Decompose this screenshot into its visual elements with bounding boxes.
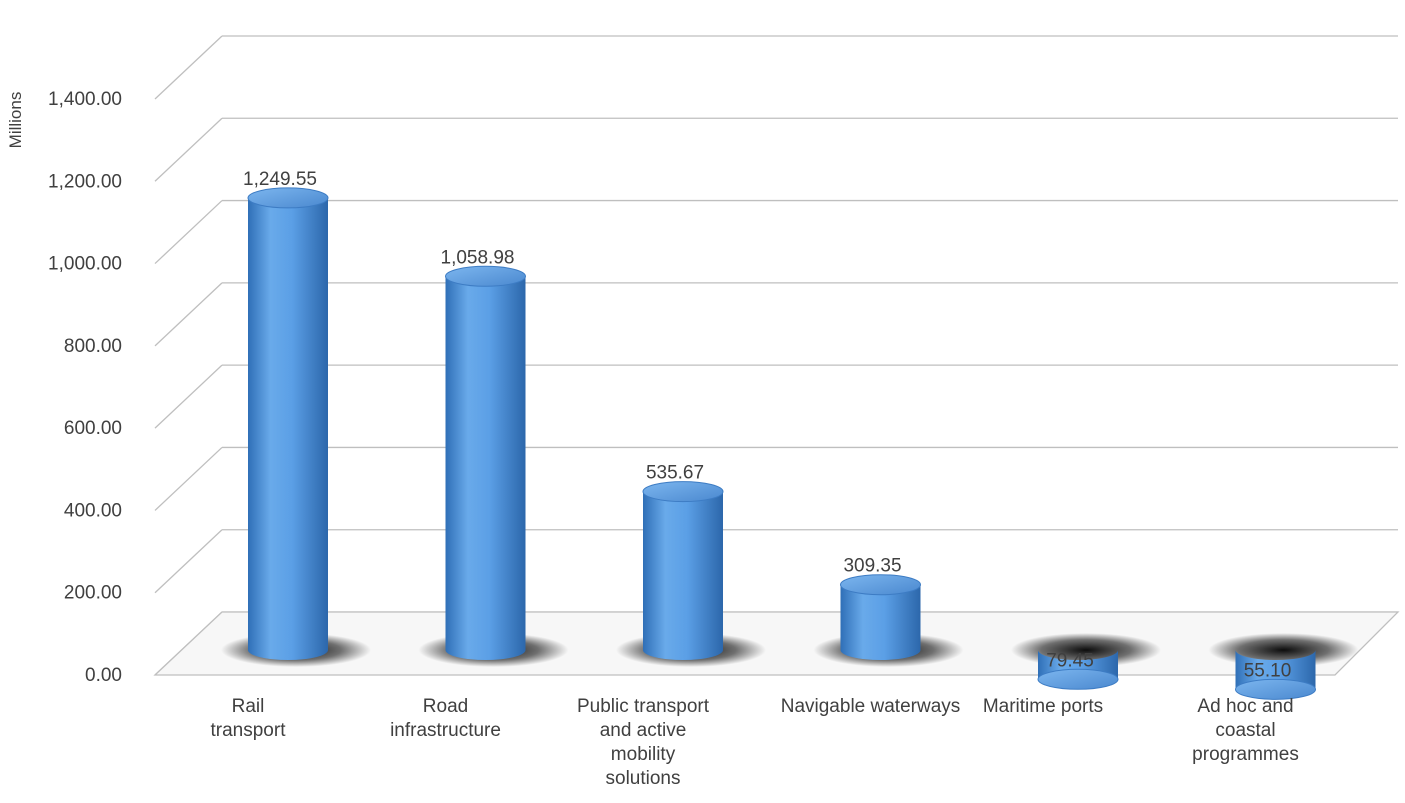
data-label: 79.45 — [1046, 650, 1094, 671]
y-tick-label: 1,400.00 — [48, 89, 122, 110]
x-category-line: Rail — [232, 696, 265, 717]
x-category-label: Ad hoc and coastal programmes — [1192, 696, 1299, 765]
x-category-label: Rail transport — [211, 696, 287, 741]
data-label: 1,249.55 — [243, 169, 317, 190]
x-category-line: Road — [423, 696, 468, 717]
x-category-line: and active — [600, 720, 687, 741]
bar — [1037, 650, 1119, 690]
x-category-line: Public transport — [577, 696, 710, 717]
data-label: 535.67 — [646, 463, 704, 484]
bars — [247, 187, 1316, 700]
x-category-label: Maritime ports — [983, 696, 1103, 717]
data-labels: 1,249.55 1,058.98 535.67 309.35 79.45 55.10 — [243, 169, 1291, 681]
x-category-line: Navigable waterways — [781, 696, 961, 717]
x-axis-categories: Rail transport Road infrastructure Public tr… — [211, 696, 1299, 789]
bar — [642, 481, 724, 660]
x-category-line: solutions — [606, 768, 681, 789]
data-label: 309.35 — [843, 556, 901, 577]
y-tick-label: 800.00 — [64, 336, 122, 357]
y-tick-label: 1,000.00 — [48, 254, 122, 275]
bar-top — [840, 574, 921, 596]
y-tick-label: 0.00 — [85, 665, 122, 686]
bar-top — [1037, 668, 1119, 690]
x-category-line: Ad hoc and — [1197, 696, 1293, 717]
bar-top — [247, 187, 329, 209]
bar — [445, 265, 526, 660]
gridlines — [153, 35, 1400, 676]
bar-top — [445, 265, 526, 287]
bar-top — [642, 481, 724, 503]
x-category-label: Road infrastructure — [390, 696, 501, 741]
bar-body — [248, 197, 328, 660]
y-tick-label: 400.00 — [64, 500, 122, 521]
x-category-label: Public transport and active mobility soluti… — [577, 696, 710, 789]
gridline-diagonal — [154, 117, 223, 182]
y-tick-label: 600.00 — [64, 418, 122, 439]
gridline-diagonal — [154, 446, 223, 511]
x-category-line: programmes — [1192, 744, 1299, 765]
x-category-line: coastal — [1215, 720, 1275, 741]
gridline-diagonal — [154, 282, 223, 347]
y-axis-title: Millions — [6, 92, 25, 149]
bar — [840, 574, 921, 660]
bar-body — [643, 491, 723, 660]
y-axis: 0.00 200.00 400.00 600.00 800.00 1,000.00 1,20… — [48, 89, 122, 686]
bar-top — [1235, 678, 1316, 700]
x-category-line: Maritime ports — [983, 696, 1103, 717]
data-label: 55.10 — [1244, 660, 1292, 681]
x-category-line: transport — [211, 720, 287, 741]
y-tick-label: 1,200.00 — [48, 171, 122, 192]
bar-body — [840, 584, 921, 660]
y-tick-label: 200.00 — [64, 583, 122, 604]
gridline-diagonal — [154, 529, 223, 594]
x-category-line: infrastructure — [390, 720, 501, 741]
bar — [247, 187, 329, 660]
gridline-diagonal — [154, 364, 223, 429]
x-category-line: mobility — [611, 744, 676, 765]
bar-body — [445, 276, 526, 660]
gridline-diagonal — [154, 200, 223, 265]
bar-body — [1235, 650, 1316, 690]
data-label: 1,058.98 — [441, 247, 515, 268]
x-category-label: Navigable waterways — [781, 696, 961, 717]
bar — [1235, 650, 1316, 700]
gridline-diagonal — [154, 35, 223, 100]
